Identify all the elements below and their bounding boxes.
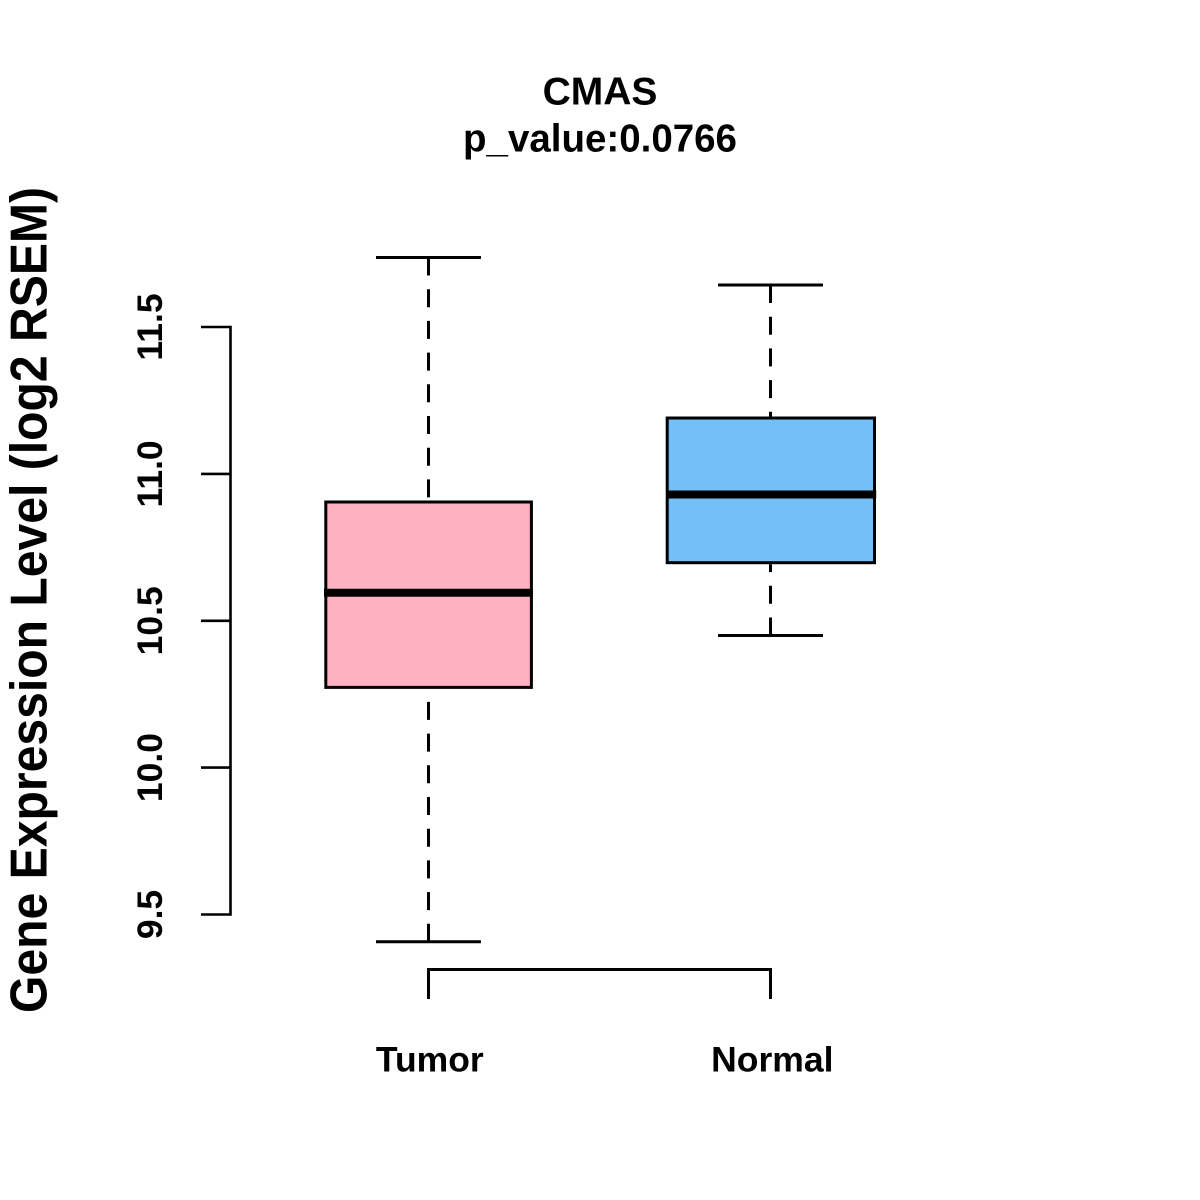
svg-text:Tumor: Tumor: [376, 1040, 484, 1080]
svg-text:11.5: 11.5: [130, 293, 170, 360]
svg-text:Normal: Normal: [711, 1040, 833, 1080]
svg-text:10.5: 10.5: [130, 586, 170, 655]
svg-text:p_value:0.0766: p_value:0.0766: [463, 118, 737, 161]
svg-text:CMAS: CMAS: [543, 70, 658, 113]
svg-text:Gene Expression Level (log2 RS: Gene Expression Level (log2 RSEM): [0, 187, 58, 1013]
svg-text:10.0: 10.0: [130, 733, 170, 802]
svg-text:9.5: 9.5: [130, 890, 170, 939]
svg-text:11.0: 11.0: [130, 440, 170, 507]
